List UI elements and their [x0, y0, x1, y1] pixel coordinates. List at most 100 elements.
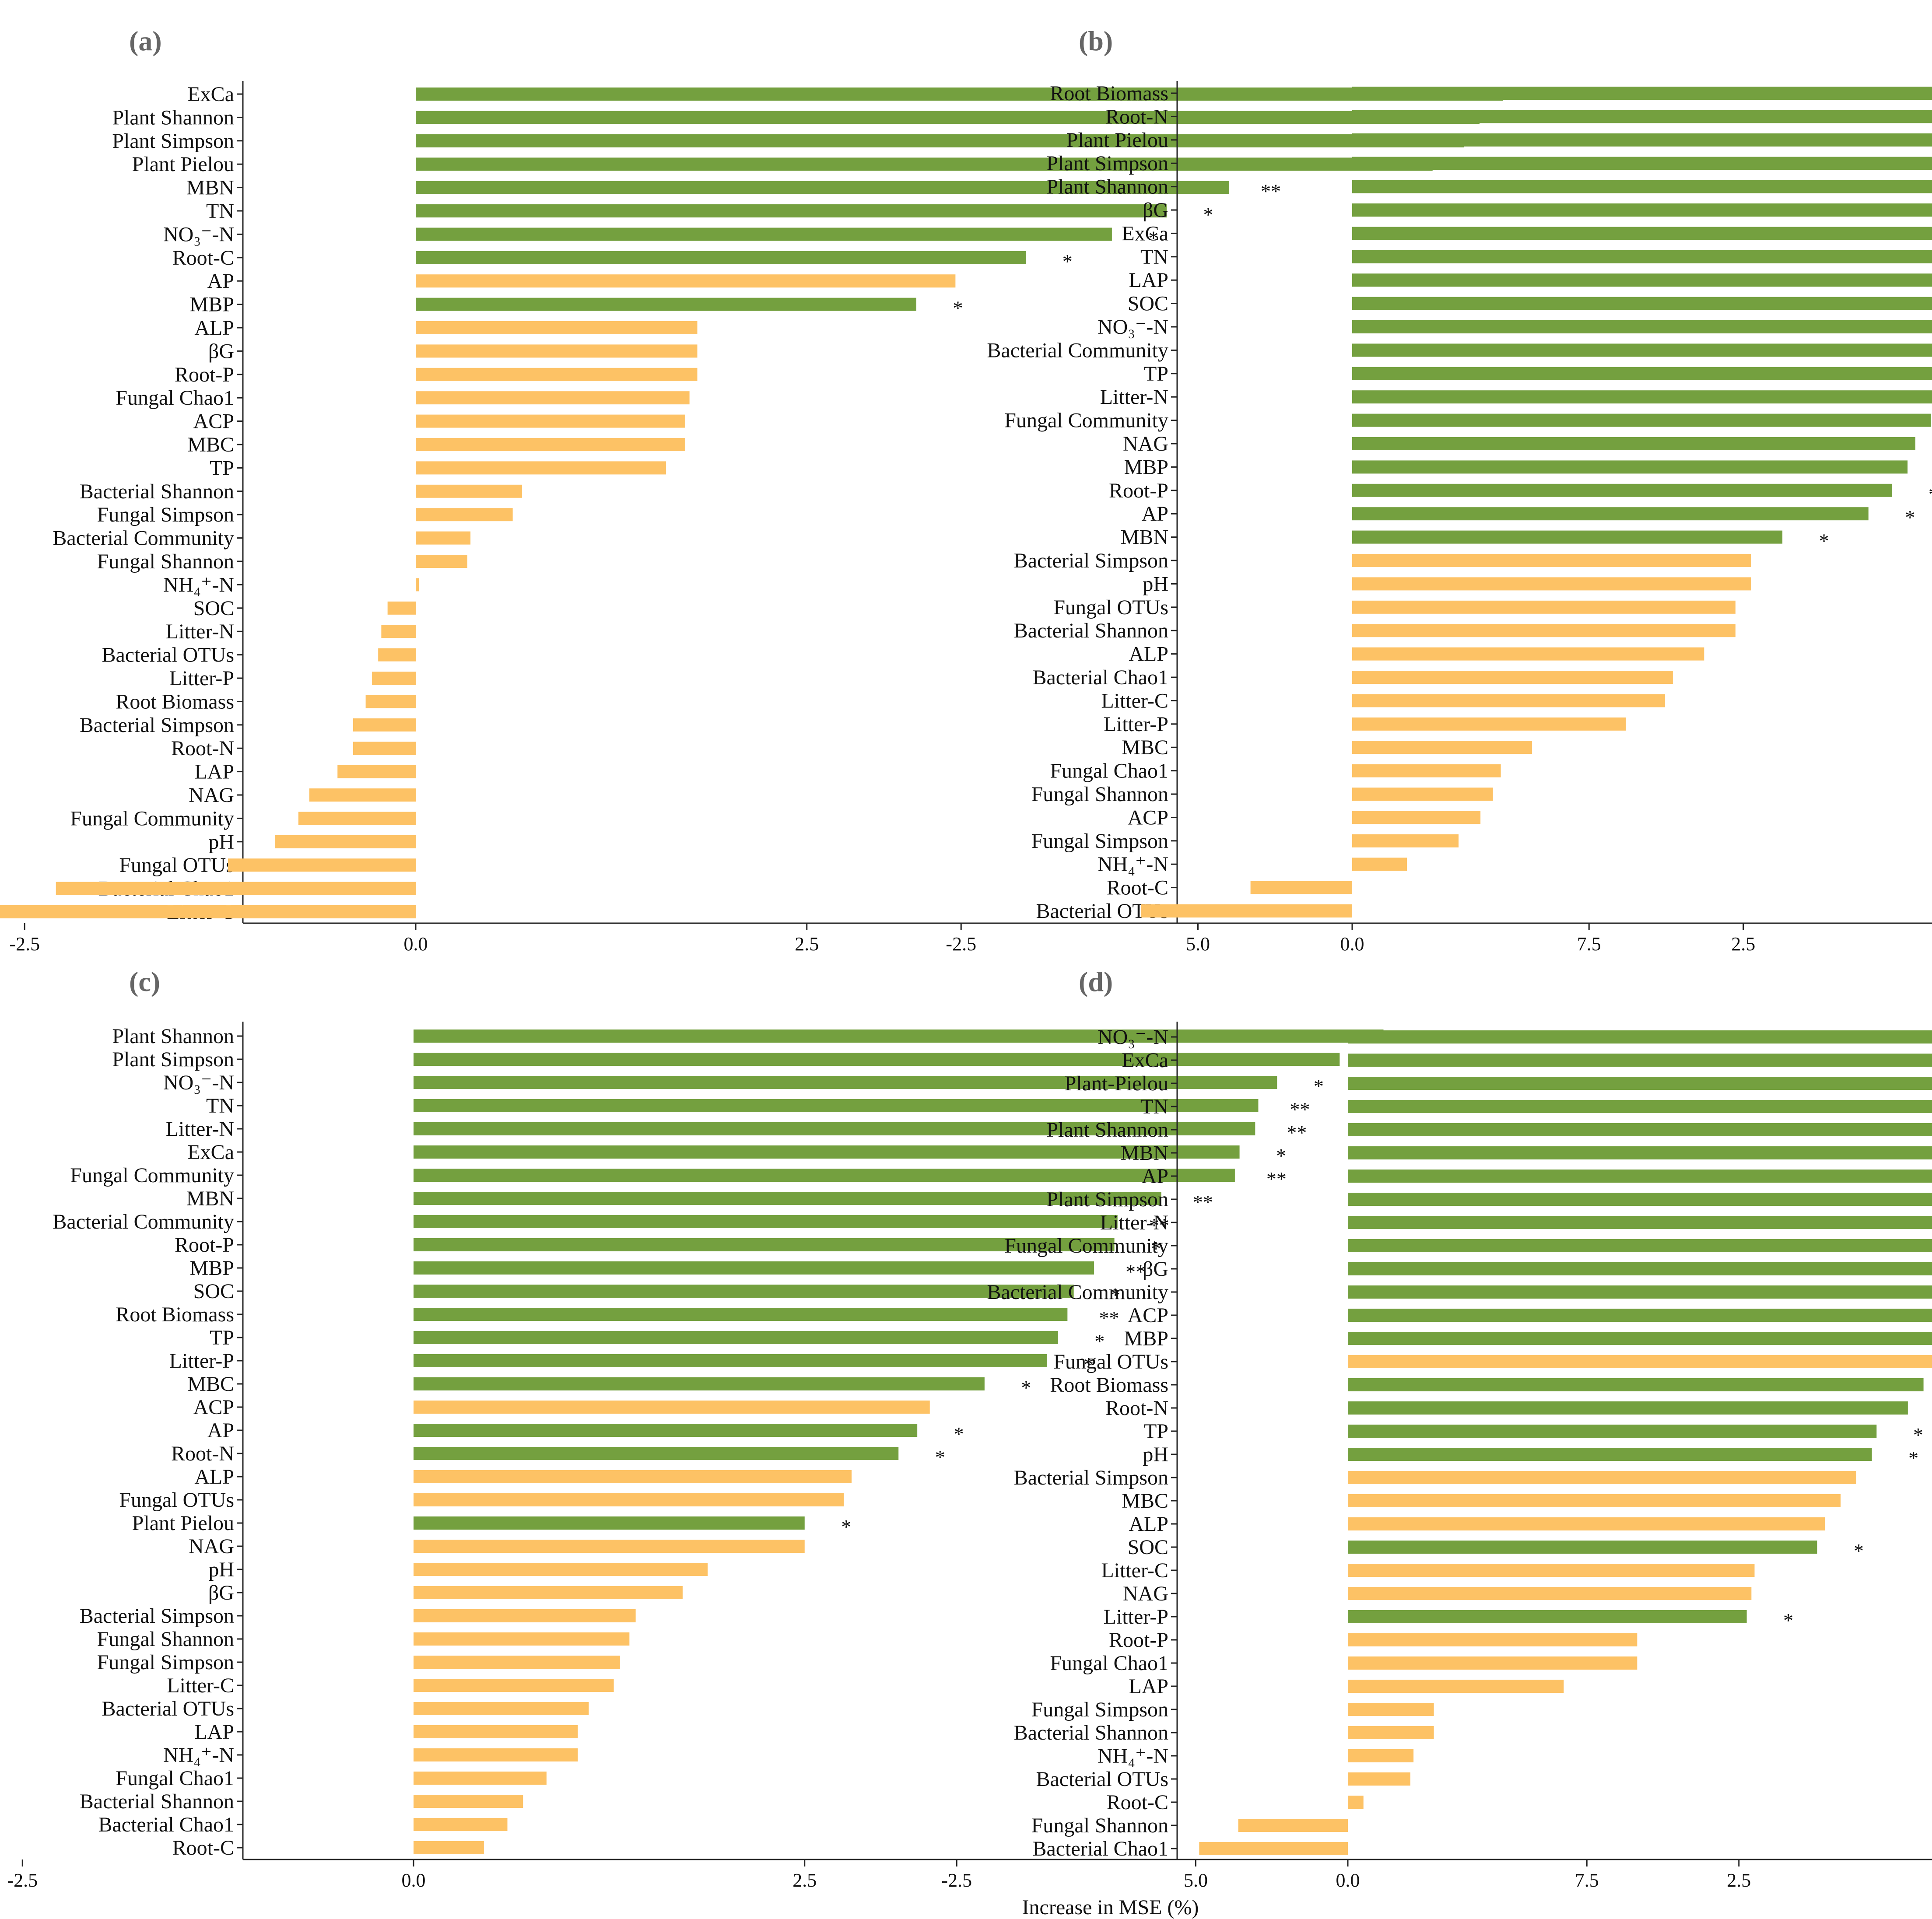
- panel-c-bar: [414, 1424, 918, 1437]
- panel-b-variable-label: Litter-N: [1100, 385, 1168, 409]
- panel-d-bar: [1238, 1819, 1348, 1832]
- panel-d-variable-label: ACP: [1128, 1304, 1168, 1327]
- panel-c-bar: [414, 1795, 523, 1808]
- panel-c-bar: [414, 1401, 930, 1414]
- panel-b-variable-label: Plant Simpson: [1046, 152, 1168, 175]
- panel-b-bar: [1352, 717, 1626, 731]
- panel-c-bar: [414, 1447, 899, 1460]
- panel-a-bar: [416, 508, 513, 522]
- panel-b-bar: [1352, 110, 1932, 123]
- panel-a-variable-label: Bacterial Simpson: [80, 714, 234, 737]
- panel-c-variable-label: Root-C: [172, 1836, 234, 1859]
- panel-c-variable-label: ACP: [193, 1396, 234, 1419]
- panel-c-variable-label: Bacterial Shannon: [80, 1790, 234, 1813]
- panel-d-variable-label: TP: [1144, 1420, 1168, 1443]
- panel-a-variable-label: Plant Simpson: [112, 130, 234, 153]
- panel-d-variable-label: Litter-C: [1101, 1559, 1168, 1582]
- panel-a-bar: [416, 555, 467, 568]
- panel-c-significance-mark: **: [1099, 1307, 1119, 1329]
- panel-b-variable-label: LAP: [1129, 269, 1168, 292]
- panel-d-bar: [1348, 1193, 1932, 1206]
- panel-c-bar: [414, 1076, 1277, 1089]
- panel-c-variable-label: ALP: [194, 1465, 234, 1488]
- panel-c-bar: [414, 1377, 985, 1390]
- panel-a-variable-label: Litter-P: [169, 667, 234, 690]
- panel-d-label: (d): [1079, 966, 1113, 997]
- panel-c-bar: [414, 1632, 630, 1646]
- panel-d-variable-label: Litter-N: [1100, 1211, 1168, 1234]
- panel-b-variable-label: Fungal Community: [1004, 409, 1168, 432]
- panel-b-bar: [1352, 273, 1932, 287]
- panel-b-variable-label: TP: [1144, 362, 1168, 385]
- panel-c-bar: [414, 1725, 578, 1738]
- panel-a-variable-label: NO₃⁻-N: [163, 223, 234, 246]
- panel-a-bar: [416, 344, 698, 358]
- panel-a-variable-label: ExCa: [187, 83, 234, 106]
- panel-a-significance-mark: **: [1261, 180, 1281, 203]
- panel-a-x-tick-label: 5.0: [1186, 933, 1210, 955]
- panel-d-variable-label: Bacterial Community: [987, 1281, 1168, 1304]
- panel-c-variable-label: Plant Pielou: [132, 1512, 234, 1535]
- panel-d-variable-label: SOC: [1128, 1536, 1168, 1559]
- panel-c-bar: [414, 1285, 1074, 1298]
- panel-c-variable-label: Plant Shannon: [112, 1025, 234, 1048]
- panel-c-bar: [414, 1818, 508, 1831]
- panel-c-bar: [414, 1748, 578, 1761]
- panel-c-significance-mark: *: [1151, 1237, 1161, 1260]
- panel-b-bar: [1352, 390, 1932, 404]
- panel-c-variable-label: Plant Simpson: [112, 1048, 234, 1071]
- panel-a-bar: [416, 391, 690, 405]
- panel-b-bar: [1352, 764, 1501, 777]
- panel-d-variable-label: Bacterial Simpson: [1014, 1466, 1168, 1489]
- panel-a-variable-label: Bacterial Community: [53, 527, 234, 550]
- panel-d-significance-mark: *: [1854, 1540, 1864, 1562]
- panel-b-variable-label: AP: [1142, 502, 1168, 525]
- panel-d-bar: [1348, 1471, 1856, 1484]
- panel-b-bar: [1352, 157, 1932, 170]
- panel-d-x-tick-label: 0.0: [1336, 1870, 1360, 1891]
- panel-c-bar: [414, 1030, 1384, 1043]
- panel-d-bar: [1348, 1633, 1637, 1646]
- panel-b-bar: [1352, 811, 1481, 824]
- panel-a-x-tick-label: 0.0: [404, 933, 428, 955]
- panel-b-x-tick-label: -2.5: [946, 933, 976, 955]
- panel-d-bar: [1348, 1564, 1755, 1577]
- panel-b-bar: [1352, 834, 1459, 847]
- panel-c-variable-label: Root Biomass: [116, 1303, 234, 1326]
- panel-d-variable-label: Fungal Simpson: [1031, 1698, 1168, 1721]
- panel-a-bar: [387, 601, 416, 615]
- panel-d-variable-label: Root-N: [1105, 1397, 1168, 1420]
- panel-c-variable-label: Fungal OTUs: [119, 1488, 234, 1512]
- panel-c-bar: [414, 1215, 1118, 1228]
- panel-b-x-tick-label: 2.5: [1731, 933, 1755, 955]
- panel-d-bar: [1348, 1100, 1932, 1113]
- panel-c-x-title: Increase in MSE (%): [1022, 1896, 1199, 1919]
- panel-b-variable-label: SOC: [1128, 292, 1168, 315]
- panel-c-variable-label: MBC: [187, 1373, 234, 1396]
- panel-a-bar: [372, 672, 416, 685]
- panel-b-variable-label: βG: [1143, 199, 1168, 222]
- panel-d-bar: [1348, 1309, 1932, 1322]
- panel-d-variable-label: MBN: [1121, 1142, 1168, 1165]
- panel-d-variable-label: Bacterial Shannon: [1014, 1721, 1168, 1744]
- panel-a-bar: [416, 88, 1503, 101]
- panel-b-variable-label: Bacterial Chao1: [1032, 666, 1168, 689]
- panel-b-bar: [1352, 554, 1751, 567]
- panel-a-variable-label: ACP: [193, 410, 234, 433]
- panel-d-bar: [1348, 1796, 1364, 1809]
- panel-d-bar: [1348, 1726, 1434, 1739]
- panel-a-variable-label: LAP: [194, 760, 234, 784]
- panel-d-variable-label: pH: [1143, 1443, 1168, 1466]
- panel-c-significance-mark: **: [1149, 1214, 1169, 1236]
- panel-d-bar: [1348, 1587, 1752, 1600]
- panel-a-variable-label: Plant Pielou: [132, 153, 234, 176]
- panel-c-variable-label: Root-N: [171, 1442, 234, 1465]
- panel-a-variable-label: AP: [207, 270, 234, 293]
- panel-b-variable-label: Root-C: [1107, 876, 1168, 900]
- panel-b-bar: [1352, 483, 1892, 497]
- panel-a-significance-mark: *: [953, 297, 963, 319]
- panel-b-variable-label: ALP: [1129, 643, 1168, 666]
- panel-d-bar: [1348, 1239, 1932, 1252]
- panel-c-variable-label: LAP: [194, 1720, 234, 1744]
- panel-b-bar: [1352, 507, 1869, 521]
